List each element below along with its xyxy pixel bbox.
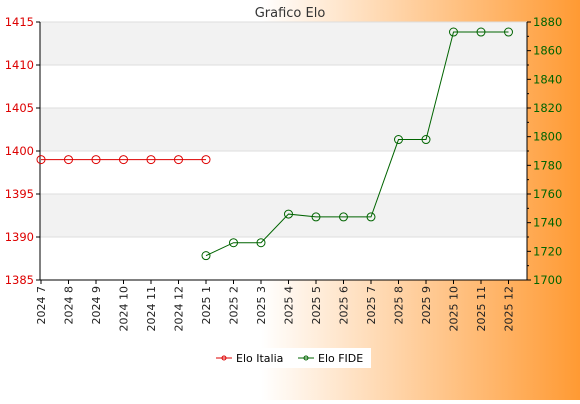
x-tick-label: 2025 1	[200, 286, 213, 325]
x-tick-label: 2025 5	[310, 286, 323, 325]
x-tick-label: 2024 9	[90, 286, 103, 325]
y-right-tick-label: 1720	[533, 244, 562, 258]
data-point-elo-fide	[284, 209, 293, 219]
data-point-elo-fide	[339, 212, 348, 222]
data-point-elo-italia	[119, 155, 128, 165]
data-point-elo-italia	[201, 155, 211, 165]
y-left-tick-label: 1395	[5, 187, 34, 201]
legend-label-elo-fide: Elo FIDE	[318, 352, 363, 365]
y-left-tick-label: 1410	[5, 58, 34, 72]
x-tick-label: 2025 8	[393, 286, 406, 325]
data-point-elo-fide	[366, 212, 376, 222]
data-point-elo-fide	[476, 27, 486, 37]
data-point-elo-italia	[146, 155, 156, 165]
x-tick-label: 2024 10	[118, 286, 131, 332]
legend-marker-elo-fide	[303, 355, 309, 361]
data-point-elo-fide	[394, 135, 403, 145]
y-right-tick-label: 1740	[533, 216, 562, 230]
y-left-tick-label: 1385	[5, 273, 34, 287]
legend-box	[211, 348, 371, 368]
x-tick-label: 2024 7	[35, 286, 48, 325]
y-right-tick-label: 1840	[533, 72, 562, 86]
y-right-tick-label: 1860	[533, 44, 562, 58]
legend-label-elo-italia: Elo Italia	[236, 352, 283, 365]
data-point-elo-fide	[421, 135, 431, 145]
x-tick-label: 2024 12	[173, 286, 186, 332]
x-tick-label: 2025 3	[255, 286, 268, 325]
data-point-elo-fide	[504, 27, 513, 37]
series-line-elo-fide	[205, 31, 509, 257]
y-left-tick-label: 1415	[5, 15, 34, 29]
chart-title: Grafico Elo	[255, 6, 326, 21]
grid-band	[40, 194, 527, 237]
data-point-elo-fide	[201, 251, 211, 261]
y-left-tick-label: 1400	[5, 144, 34, 158]
x-tick-label: 2025 6	[338, 286, 351, 325]
data-point-elo-italia	[64, 155, 73, 165]
data-point-elo-italia	[174, 155, 183, 165]
y-left-tick-label: 1390	[5, 230, 34, 244]
data-point-elo-fide	[256, 238, 266, 248]
x-tick-label: 2024 11	[145, 286, 158, 332]
y-right-tick-label: 1880	[533, 15, 562, 29]
y-right-tick-label: 1760	[533, 187, 562, 201]
data-point-elo-fide	[449, 27, 458, 37]
y-left-tick-label: 1405	[5, 101, 34, 115]
legend: Elo Italia Elo FIDE	[211, 348, 371, 368]
x-tick-label: 2024 8	[63, 286, 76, 325]
x-tick-label: 2025 9	[420, 286, 433, 325]
x-tick-label: 2025 2	[228, 286, 241, 325]
x-tick-label: 2025 4	[283, 286, 296, 325]
x-tick-label: 2025 7	[365, 286, 378, 325]
y-right-tick-label: 1800	[533, 130, 562, 144]
y-right-tick-label: 1820	[533, 101, 562, 115]
legend-marker-elo-italia	[221, 355, 227, 361]
data-point-elo-fide	[229, 238, 238, 248]
data-point-elo-fide	[311, 212, 321, 222]
y-right-tick-label: 1700	[533, 273, 562, 287]
grid-band	[40, 108, 527, 151]
data-point-elo-italia	[91, 155, 101, 165]
x-tick-label: 2025 12	[503, 286, 516, 332]
grid-band	[40, 22, 527, 65]
y-right-tick-label: 1780	[533, 158, 562, 172]
x-tick-label: 2025 10	[448, 286, 461, 332]
data-point-elo-italia	[36, 155, 46, 165]
x-tick-label: 2025 11	[475, 286, 488, 332]
